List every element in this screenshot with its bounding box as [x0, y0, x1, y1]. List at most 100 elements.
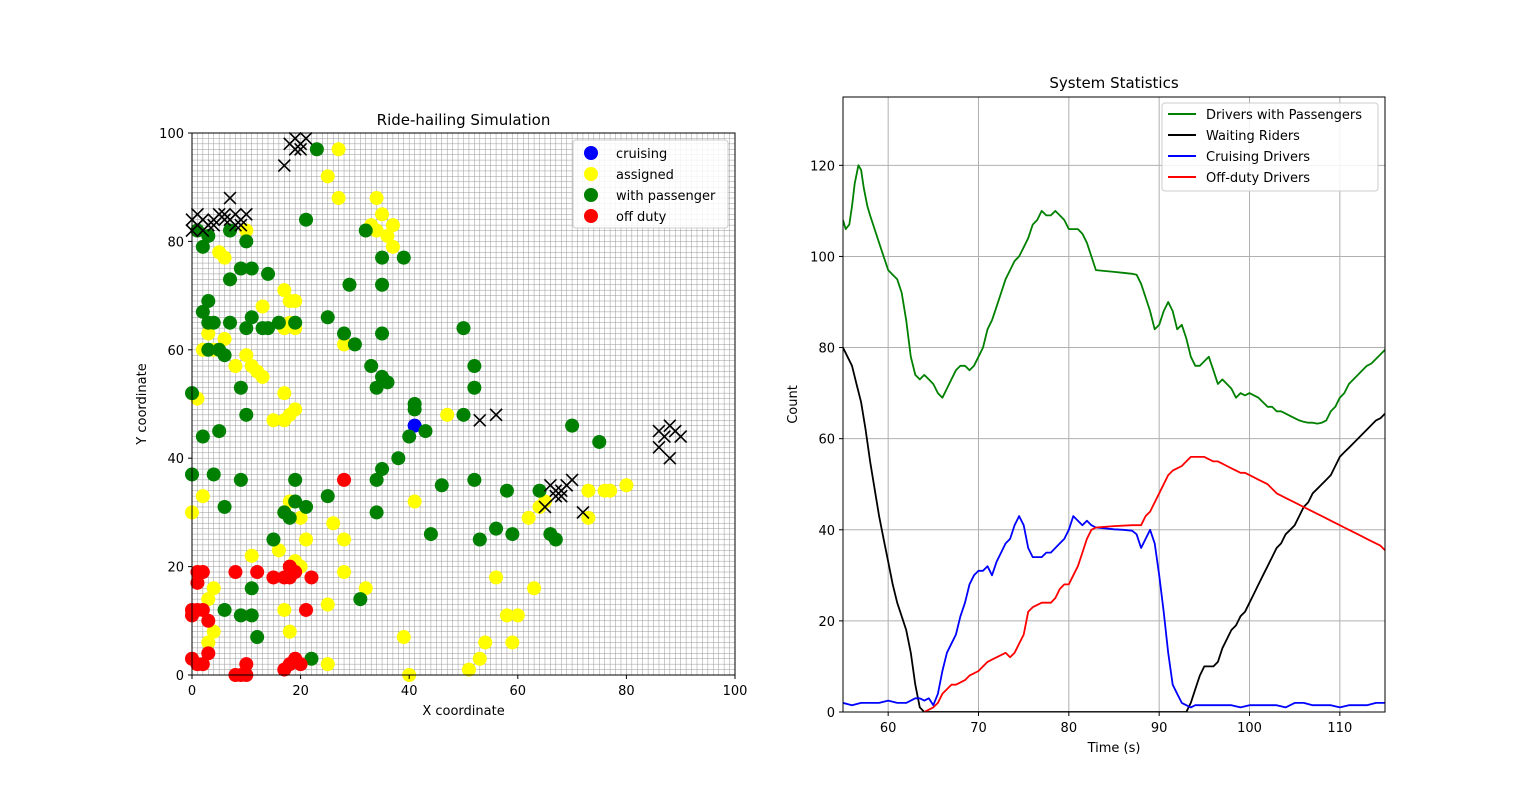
- assigned-point: [489, 570, 504, 585]
- waiting-riders-point: [565, 473, 579, 487]
- assigned-point: [206, 624, 221, 639]
- scatter-title: Ride-hailing Simulation: [377, 111, 551, 129]
- with-passenger-point: [250, 630, 265, 645]
- line-chart: System Statistics Time (s) Count 60 70 80 9…: [786, 74, 1386, 756]
- waiting-riders-point: [218, 213, 232, 227]
- with-passenger-point: [467, 359, 482, 374]
- assigned-point: [201, 592, 216, 607]
- x-tick-label: 100: [723, 684, 748, 699]
- off-duty-point: [299, 602, 314, 617]
- line-series: [843, 164, 1385, 712]
- waiting-riders-point: [294, 142, 308, 156]
- with-passenger-point: [309, 142, 324, 157]
- legend-label-waiting-riders: Waiting Riders: [1206, 129, 1300, 144]
- waiting-riders-point: [663, 451, 677, 465]
- x-tick-label: 80: [618, 684, 635, 699]
- legend-marker: [584, 209, 598, 223]
- y-tick-label: 0: [827, 706, 835, 721]
- y-tick-label: 100: [810, 250, 835, 265]
- with-passenger-point: [391, 451, 406, 466]
- with-passenger-point: [244, 310, 259, 325]
- scatter-legend: cruising assigned with passenger off duty: [572, 139, 729, 229]
- assigned-point: [255, 299, 270, 314]
- with-passenger-point: [299, 499, 314, 514]
- with-passenger-point: [244, 608, 259, 623]
- with-passenger-point: [472, 532, 487, 547]
- waiting-riders-point: [657, 429, 671, 444]
- waiting-riders-point: [674, 429, 688, 444]
- with-passenger-point: [456, 407, 471, 422]
- assigned-point: [581, 483, 596, 498]
- off-duty-point: [304, 570, 319, 585]
- x-tick-label: 90: [1151, 721, 1168, 736]
- waiting-riders-point: [538, 500, 552, 514]
- assigned-point: [385, 239, 400, 254]
- series-line-cruising-drivers: [843, 515, 1385, 709]
- y-tick-label: 100: [159, 127, 184, 142]
- off-duty-point: [201, 646, 216, 661]
- with-passenger-point: [375, 277, 390, 292]
- with-passenger-point: [195, 239, 210, 254]
- x-tick-label: 80: [1061, 721, 1078, 736]
- waiting-riders-point: [223, 191, 237, 205]
- with-passenger-point: [565, 418, 580, 433]
- y-tick-label: 40: [818, 524, 835, 539]
- off-duty-point: [293, 657, 308, 672]
- assigned-point: [282, 624, 297, 639]
- scatter-plot-frame: [191, 132, 736, 676]
- waiting-riders-point: [239, 207, 253, 221]
- with-passenger-point: [434, 478, 449, 493]
- assigned-point: [271, 543, 286, 558]
- with-passenger-point: [282, 510, 297, 525]
- legend-label-with-passenger: with passenger: [616, 189, 716, 204]
- series-line-off-duty-drivers: [923, 456, 1385, 712]
- with-passenger-point: [217, 348, 232, 363]
- off-duty-point: [239, 657, 254, 672]
- assigned-point: [201, 635, 216, 650]
- line-legend: Drivers with Passengers Waiting Riders Cru…: [1161, 102, 1379, 192]
- with-passenger-point: [266, 532, 281, 547]
- y-tick-label: 40: [167, 452, 184, 467]
- assigned-point: [331, 142, 346, 157]
- assigned-point: [407, 494, 422, 509]
- with-passenger-point: [489, 521, 504, 536]
- with-passenger-point: [244, 581, 259, 596]
- assigned-point: [255, 369, 270, 384]
- off-duty-point: [228, 565, 243, 580]
- with-passenger-point: [456, 321, 471, 336]
- assigned-point: [206, 581, 221, 596]
- assigned-point: [369, 191, 384, 206]
- assigned-point: [337, 565, 352, 580]
- waiting-riders-point: [652, 440, 666, 454]
- with-passenger-point: [320, 310, 335, 325]
- off-duty-point: [195, 602, 210, 617]
- with-passenger-point: [233, 472, 248, 487]
- y-tick-label: 0: [176, 669, 184, 684]
- with-passenger-point: [201, 294, 216, 309]
- x-tick-label: 60: [880, 721, 897, 736]
- assigned-point: [375, 207, 390, 222]
- cruising-point: [407, 418, 422, 433]
- scatter-marks: [185, 131, 688, 682]
- assigned-point: [217, 331, 232, 346]
- with-passenger-point: [239, 234, 254, 249]
- with-passenger-point: [223, 272, 238, 287]
- y-tick-label: 80: [167, 235, 184, 250]
- y-tick-label: 20: [818, 615, 835, 630]
- assigned-point: [521, 510, 536, 525]
- line-ticks: 60 70 80 90 100 110 0 20 40 60 80 100 120: [810, 159, 1352, 736]
- waiting-riders-point: [473, 413, 487, 427]
- assigned-point: [603, 483, 618, 498]
- with-passenger-point: [358, 223, 373, 238]
- assigned-point: [320, 169, 335, 184]
- with-passenger-point: [233, 608, 248, 623]
- y-tick-label: 20: [167, 561, 184, 576]
- with-passenger-point: [304, 651, 319, 666]
- off-duty-point: [190, 575, 205, 590]
- line-plot-frame: [842, 96, 1386, 713]
- legend-box: [572, 139, 729, 229]
- scatter-x-axis-label: X coordinate: [422, 704, 504, 719]
- with-passenger-point: [418, 424, 433, 439]
- legend-label-off-duty-drivers: Off-duty Drivers: [1206, 171, 1310, 186]
- with-passenger-point: [369, 472, 384, 487]
